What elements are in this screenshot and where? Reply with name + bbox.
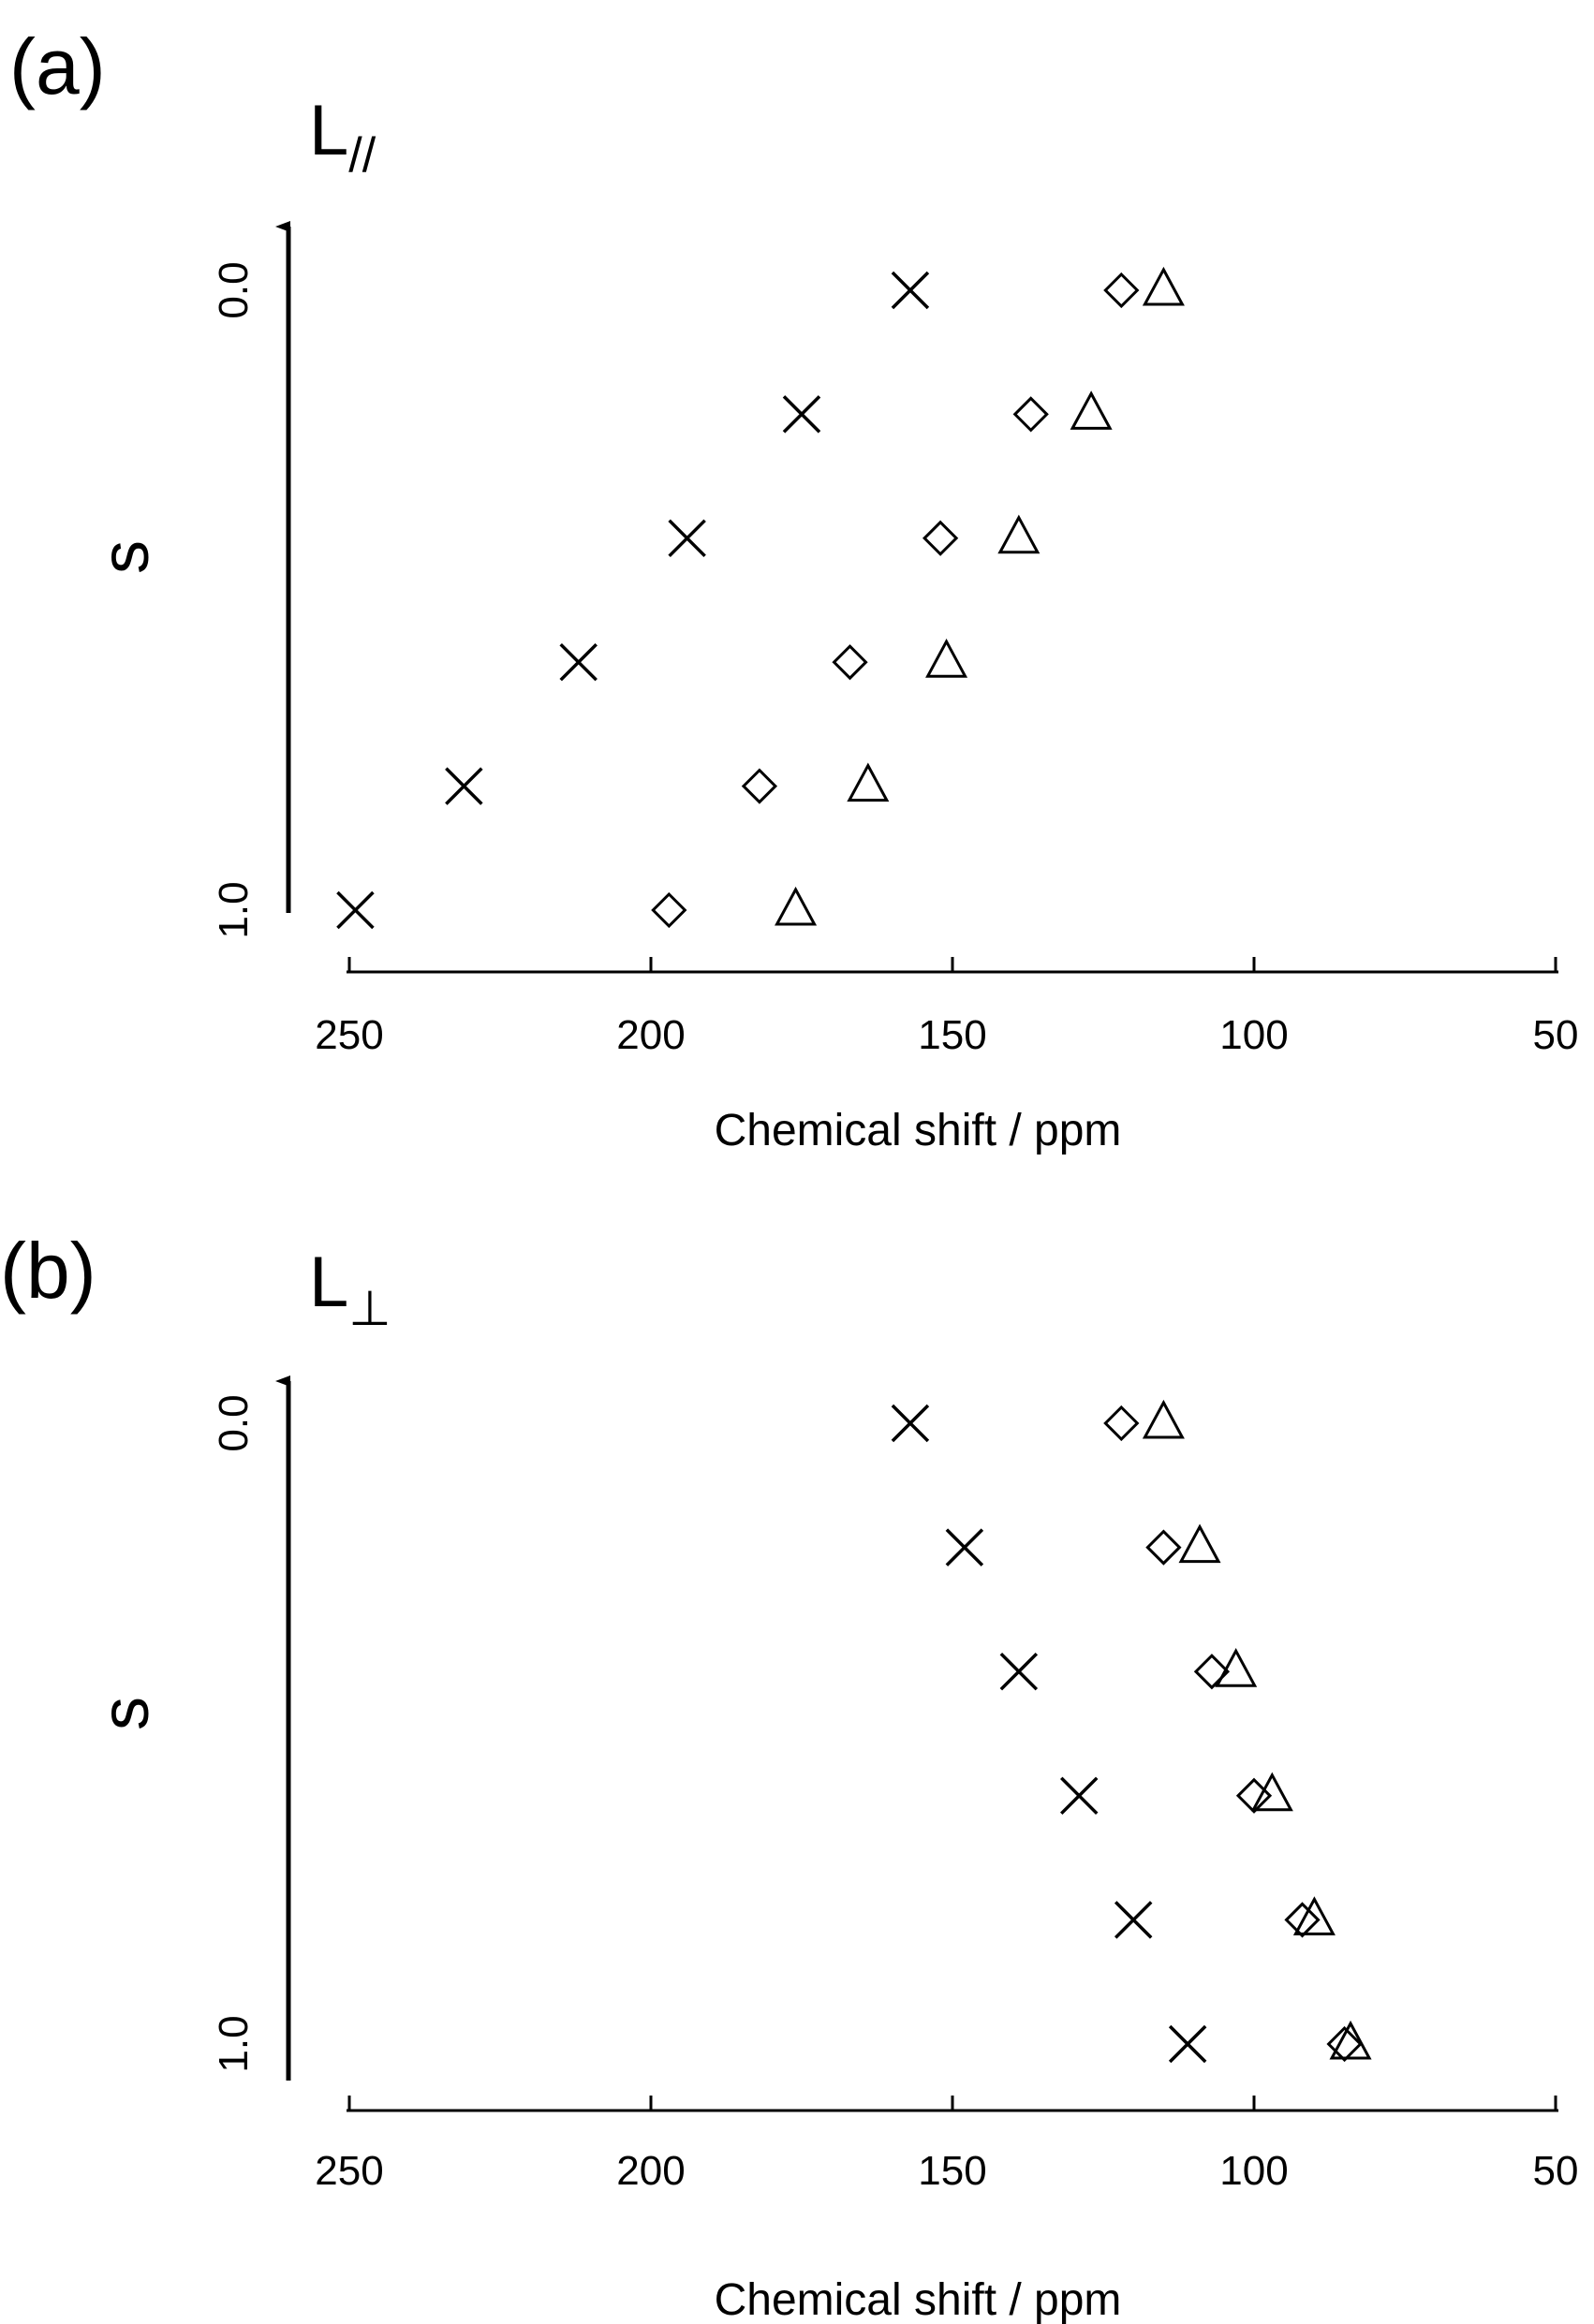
y-tick-label-bottom: 1.0 xyxy=(211,881,257,938)
triangle-marker xyxy=(1142,266,1185,306)
cross-marker xyxy=(891,1404,930,1443)
panel-title: L// xyxy=(309,91,376,183)
x-tick-label: 200 xyxy=(616,1012,685,1058)
y-tick-label-bottom: 1.0 xyxy=(211,2015,257,2072)
triangle-marker xyxy=(1250,1772,1293,1812)
diamond-marker xyxy=(1103,1405,1140,1442)
x-axis-label: Chemical shift / ppm xyxy=(715,1106,1122,1155)
x-tick-label: 250 xyxy=(315,1012,383,1058)
triangle-marker xyxy=(1329,2020,1372,2060)
data-points xyxy=(336,266,1185,930)
triangle-marker xyxy=(997,514,1041,554)
diamond-marker xyxy=(1326,2025,1363,2063)
x-axis-label: Chemical shift / ppm xyxy=(715,2275,1122,2324)
triangle-marker xyxy=(925,639,968,678)
cross-marker xyxy=(1060,1776,1099,1816)
panel-label: (b) xyxy=(0,1227,96,1315)
diamond-marker xyxy=(922,520,959,556)
cross-marker xyxy=(1168,2024,1207,2064)
cross-marker xyxy=(336,890,375,930)
diamond-marker xyxy=(651,891,687,929)
triangle-marker xyxy=(1292,1896,1336,1935)
diamond-marker xyxy=(832,644,868,681)
cross-marker xyxy=(782,395,821,434)
data-points xyxy=(891,1399,1372,2064)
panel-b: (b) L⊥ s 0.0 1.0 250 200 150 100 50 Chemical… xyxy=(0,1227,1578,2324)
cross-marker xyxy=(668,519,706,558)
triangle-marker xyxy=(775,886,818,926)
x-tick-label: 150 xyxy=(918,1012,986,1058)
y-tick-label-top: 0.0 xyxy=(211,1394,257,1451)
diamond-marker xyxy=(741,768,778,804)
x-axis-ticks: 250 200 150 100 50 xyxy=(315,957,1578,1058)
cross-marker xyxy=(1114,1901,1153,1939)
x-tick-label: 50 xyxy=(1533,2148,1579,2194)
triangle-marker xyxy=(1070,390,1113,430)
x-tick-label: 100 xyxy=(1219,1012,1288,1058)
y-axis-label: s xyxy=(88,540,163,574)
panel-title: L⊥ xyxy=(309,1243,391,1336)
cross-marker xyxy=(999,1652,1039,1691)
y-tick-label-top: 0.0 xyxy=(211,261,257,318)
diamond-marker xyxy=(1012,396,1049,433)
panel-label: (a) xyxy=(9,22,106,110)
triangle-marker xyxy=(1142,1399,1185,1439)
x-tick-label: 100 xyxy=(1219,2148,1288,2194)
x-tick-label: 200 xyxy=(616,2148,685,2194)
cross-marker xyxy=(559,642,598,682)
triangle-marker xyxy=(1215,1648,1258,1687)
triangle-marker xyxy=(847,762,890,802)
diamond-marker xyxy=(1103,272,1140,309)
triangle-marker xyxy=(1178,1523,1221,1564)
diamond-marker xyxy=(1145,1529,1182,1566)
x-tick-label: 250 xyxy=(315,2148,383,2194)
panel-a: (a) L// s 0.0 1.0 250 200 150 100 50 Chemica… xyxy=(9,22,1578,1155)
cross-marker xyxy=(945,1528,984,1566)
x-tick-label: 50 xyxy=(1533,1012,1579,1058)
diamond-marker xyxy=(1193,1654,1231,1690)
x-tick-label: 150 xyxy=(918,2148,986,2194)
cross-marker xyxy=(891,271,930,310)
cross-marker xyxy=(445,767,483,805)
diamond-marker xyxy=(1284,1902,1321,1938)
y-axis-label: s xyxy=(88,1697,163,1730)
x-axis-ticks: 250 200 150 100 50 xyxy=(315,2096,1578,2194)
